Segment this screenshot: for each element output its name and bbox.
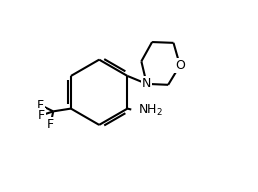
Text: NH$_2$: NH$_2$ [138,103,163,118]
Text: O: O [175,59,185,72]
Text: F: F [37,98,44,112]
Text: N: N [142,77,151,90]
Text: F: F [47,118,54,131]
Text: F: F [38,109,45,122]
